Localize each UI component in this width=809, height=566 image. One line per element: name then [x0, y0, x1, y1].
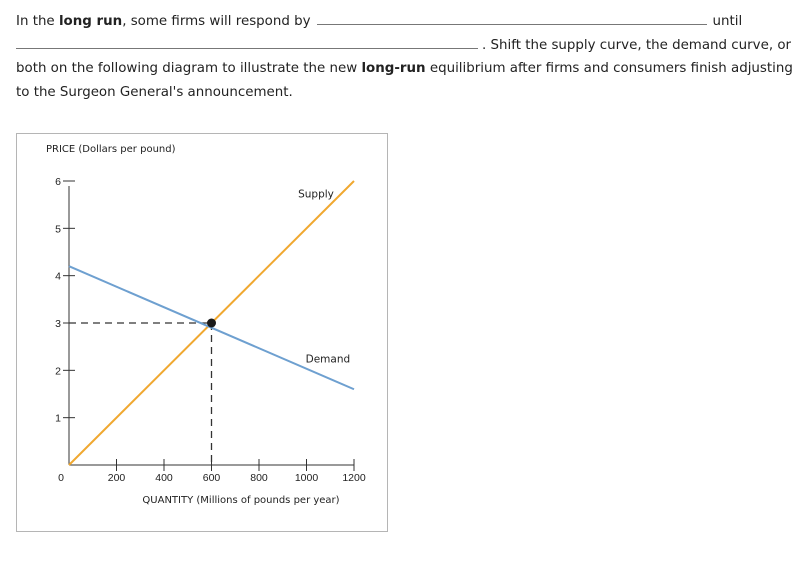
supply-demand-graph[interactable]: PRICE (Dollars per pound) 0 QUANTITY (Mi…: [16, 133, 388, 532]
x-axis-label: QUANTITY (Millions of pounds per year): [142, 495, 339, 506]
x-tick-label: 1000: [295, 472, 319, 484]
response-blank[interactable]: [316, 10, 707, 25]
chart-svg[interactable]: PRICE (Dollars per pound) 0 QUANTITY (Mi…: [17, 134, 387, 531]
y-tick-label: 4: [55, 271, 61, 283]
x-tick-label: 200: [108, 472, 126, 484]
x-tick-label: 400: [155, 472, 173, 484]
question-text-part4: equilibrium after firms and consumers fi…: [16, 61, 793, 100]
condition-blank[interactable]: [16, 34, 478, 49]
question-text-part3: . Shift the supply curve, the demand cur…: [16, 37, 792, 77]
y-tick-label: 1: [55, 413, 61, 425]
origin-label: 0: [58, 472, 64, 484]
equilibrium-point: [207, 318, 216, 328]
long-run-bold-2: long-run: [361, 61, 426, 76]
question-text: In the long run, some firms will respond…: [16, 10, 806, 104]
y-tick-label: 6: [55, 176, 61, 188]
y-tick-label: 5: [55, 223, 61, 235]
y-tick-label: 3: [55, 318, 61, 330]
x-tick-label: 800: [250, 472, 268, 484]
y-axis-label: PRICE (Dollars per pound): [46, 144, 176, 155]
demand-curve: [68, 265, 355, 391]
question-text-part2: , some firms will respond by: [122, 14, 311, 29]
demand-label: Demand: [306, 353, 351, 365]
y-tick-label: 2: [55, 365, 61, 377]
x-tick-label: 600: [203, 472, 221, 484]
supply-label: Supply: [298, 189, 334, 201]
until-text: until: [712, 14, 743, 29]
long-run-bold: long run: [58, 14, 123, 29]
x-tick-label: 1200: [342, 472, 366, 484]
question-text-part1: In the: [16, 14, 59, 29]
